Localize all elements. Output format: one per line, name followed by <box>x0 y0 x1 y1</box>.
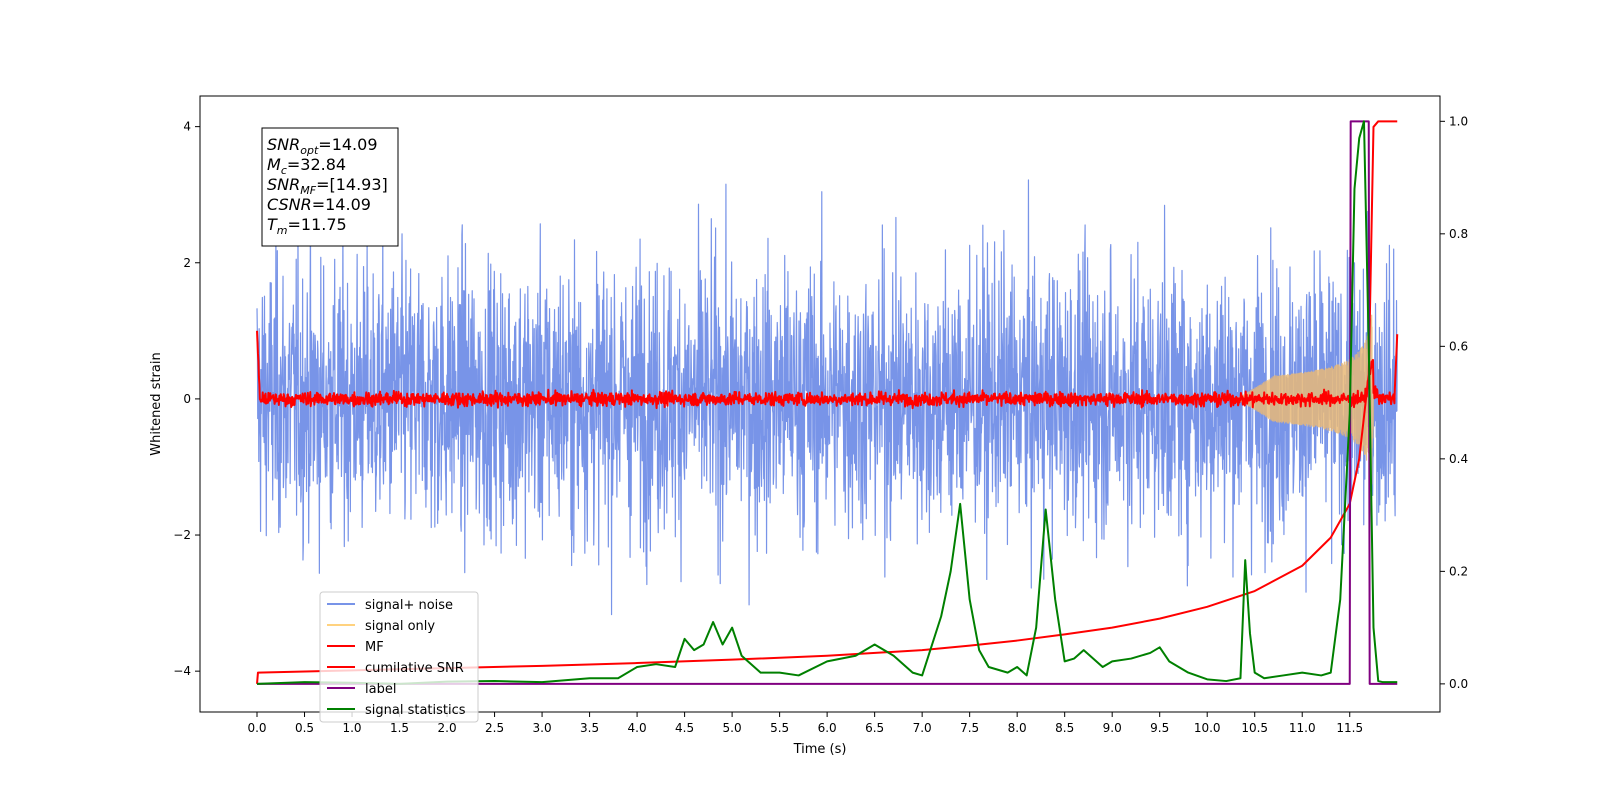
x-tick-label: 5.0 <box>723 721 742 735</box>
x-tick-label: 8.5 <box>1055 721 1074 735</box>
y-right-tick-label: 0.2 <box>1449 564 1468 578</box>
x-tick-label: 4.5 <box>675 721 694 735</box>
series-mf <box>256 330 1399 410</box>
y-axis-left-label: Whitened strain <box>149 352 164 455</box>
y-left-tick-label: 2 <box>183 256 191 270</box>
y-left-tick-label: −4 <box>173 664 191 678</box>
x-tick-label: 6.0 <box>818 721 837 735</box>
y-right-tick-label: 1.0 <box>1449 114 1468 128</box>
x-axis-label: Time (s) <box>793 742 847 757</box>
y-right-tick-label: 0.4 <box>1449 452 1468 466</box>
x-tick-label: 11.5 <box>1336 721 1363 735</box>
x-tick-label: 0.0 <box>247 721 266 735</box>
legend-label: MF <box>365 640 384 655</box>
textbox-line: SNRMF=[14.93] <box>267 175 388 197</box>
textbox-line: CSNR=14.09 <box>267 195 371 214</box>
x-tick-label: 0.5 <box>295 721 314 735</box>
textbox-frame <box>261 127 399 247</box>
legend-label: signal+ noise <box>365 598 453 613</box>
plot-frame <box>199 95 1441 713</box>
x-tick-label: 2.5 <box>485 721 504 735</box>
y-left-tick-label: −2 <box>173 528 191 542</box>
series-label <box>257 120 1398 685</box>
x-tick-label: 7.0 <box>913 721 932 735</box>
legend-label: label <box>365 682 396 697</box>
x-tick-label: 10.0 <box>1194 721 1221 735</box>
x-tick-label: 3.5 <box>580 721 599 735</box>
x-tick-label: 1.0 <box>342 721 361 735</box>
x-tick-label: 4.0 <box>628 721 647 735</box>
y-right-tick-label: 0.0 <box>1449 677 1468 691</box>
y-right-tick-label: 0.8 <box>1449 227 1468 241</box>
legend-label: signal only <box>365 619 435 634</box>
y-left-tick-label: 0 <box>183 392 191 406</box>
x-tick-label: 7.5 <box>960 721 979 735</box>
textbox-line: SNRopt=14.09 <box>267 135 378 157</box>
y-axis-right: 0.0 0.2 0.4 0.6 0.8 1.0 <box>1440 114 1468 691</box>
x-tick-label: 5.5 <box>770 721 789 735</box>
legend-label: signal statistics <box>365 703 466 718</box>
x-axis: 0.0 0.5 1.0 1.5 2.0 2.5 3.0 3.5 4.0 4.5 5.0 5.5 6.0 6… <box>247 712 1363 735</box>
x-tick-label: 2.0 <box>438 721 457 735</box>
textbox-line: Tm=11.75 <box>267 215 347 237</box>
x-tick-label: 10.5 <box>1241 721 1268 735</box>
x-tick-label: 9.0 <box>1103 721 1122 735</box>
x-tick-label: 3.0 <box>533 721 552 735</box>
series-signal-statistics <box>256 120 1398 685</box>
series-cumilative-snr <box>256 120 1398 684</box>
legend-label: cumilative SNR <box>365 661 464 676</box>
legend-frame <box>319 591 479 723</box>
x-tick-label: 1.5 <box>390 721 409 735</box>
x-tick-label: 11.0 <box>1289 721 1316 735</box>
textbox-line: Mc=32.84 <box>267 155 346 177</box>
x-tick-label: 9.5 <box>1150 721 1169 735</box>
x-tick-label: 6.5 <box>865 721 884 735</box>
y-axis-left: −4 −2 0 2 4 <box>173 120 200 678</box>
legend: signal+ noise signal only MF cumilative SNR… <box>319 591 479 723</box>
x-tick-label: 8.0 <box>1008 721 1027 735</box>
info-textbox: SNRopt=14.09Mc=32.84SNRMF=[14.93]CSNR=14… <box>261 127 399 247</box>
y-left-tick-label: 4 <box>183 120 191 134</box>
y-right-tick-label: 0.6 <box>1449 339 1468 353</box>
